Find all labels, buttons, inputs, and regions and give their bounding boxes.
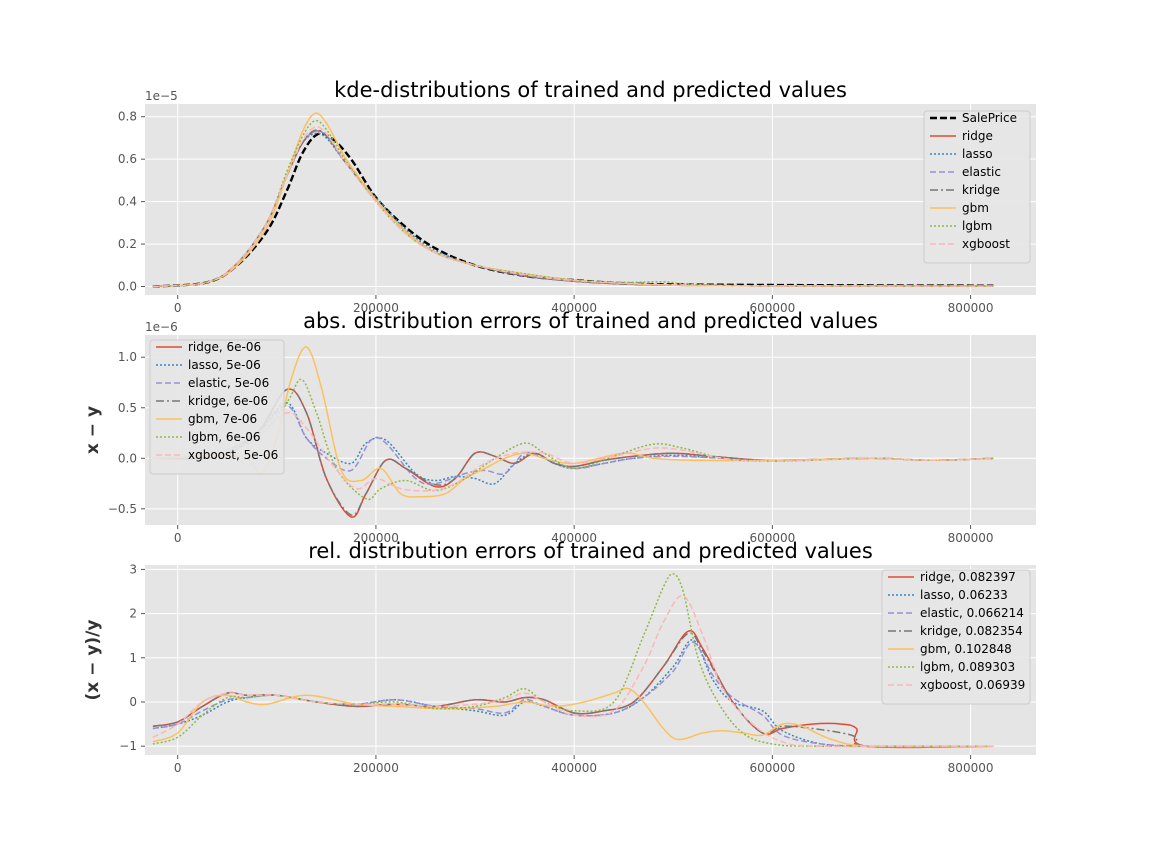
x-tick-label: 800000 (948, 531, 994, 545)
y-tick-label: 1 (129, 651, 137, 665)
series-line-2 (152, 404, 994, 485)
x-tick-label: 800000 (948, 301, 994, 315)
x-tick-label: 200000 (353, 301, 399, 315)
y-axis-label: (x − y)/y (83, 620, 103, 701)
legend-label: ridge (962, 129, 993, 143)
legend-label: lasso (962, 147, 993, 161)
legend: ridge, 0.082397 lasso, 0.06233 elastic, 0.… (881, 569, 1031, 705)
legend-box (149, 339, 285, 475)
plot-area (145, 104, 1036, 295)
legend-label: xgboost, 5e-06 (188, 448, 278, 462)
legend-label: kridge (962, 183, 1000, 197)
y-tick-label: 0.0 (118, 280, 137, 294)
y-tick-label: 0.2 (118, 237, 137, 251)
legend-label: gbm (962, 201, 989, 215)
y-tick-label: 0.5 (118, 401, 137, 415)
chart-title: abs. distribution errors of trained and … (303, 309, 878, 333)
series-line-5 (152, 378, 994, 501)
legend-label: lgbm (962, 219, 992, 233)
y-tick-label: 0.4 (118, 195, 137, 209)
y-tick-label: −1 (119, 739, 137, 753)
legend-label: gbm, 0.102848 (920, 642, 1012, 656)
y-tick-label: 1.0 (118, 350, 137, 364)
series-line-3 (152, 388, 994, 516)
subplot-3: 0 200000 400000 600000 800000 −1 0 1 2 3 rel. dist… (83, 539, 1036, 775)
x-tick-label: 800000 (948, 761, 994, 775)
y-tick-label: 0 (129, 695, 137, 709)
legend-label: elastic, 5e-06 (188, 376, 269, 390)
legend-label: ridge, 6e-06 (188, 340, 261, 354)
subplot-2: 0 200000 400000 600000 800000 −0.5 0.0 0.5 1.0 1e… (83, 309, 1036, 545)
subplot-1: 0 200000 400000 600000 800000 0.0 0.2 0.4 0.6 0.8… (118, 78, 1036, 315)
x-tick-label: 600000 (749, 531, 795, 545)
x-tick-label: 600000 (749, 301, 795, 315)
x-tick-label: 200000 (353, 761, 399, 775)
legend-label: lgbm, 6e-06 (188, 430, 261, 444)
x-tick-label: 400000 (551, 301, 597, 315)
legend-box (881, 569, 1031, 705)
plot-area (145, 335, 1036, 525)
legend-label: lasso, 5e-06 (188, 358, 261, 372)
x-tick-label: 400000 (551, 761, 597, 775)
legend-label: kridge, 6e-06 (188, 394, 268, 408)
y-tick-label: 0.0 (118, 451, 137, 465)
y-tick-label: 2 (129, 607, 137, 621)
x-tick-label: 0 (174, 301, 182, 315)
legend-label: elastic (962, 165, 1001, 179)
legend-label: lgbm, 0.089303 (920, 660, 1015, 674)
y-offset-text: 1e−6 (145, 320, 178, 334)
series-line-7 (152, 126, 994, 288)
y-tick-label: 0.8 (118, 110, 137, 124)
x-tick-label: 200000 (353, 531, 399, 545)
y-axis-label: x − y (83, 406, 103, 454)
y-offset-text: 1e−5 (145, 89, 178, 103)
chart-title: rel. distribution errors of trained and … (308, 539, 873, 563)
legend: ridge, 6e-06 lasso, 5e-06 elastic, 5e-06 kr… (149, 339, 285, 475)
x-tick-label: 0 (174, 531, 182, 545)
y-tick-label: 0.6 (118, 152, 137, 166)
series-line-4 (152, 687, 994, 748)
legend-box (923, 110, 1031, 264)
legend-label: xgboost, 0.06939 (920, 678, 1025, 692)
series-line-6 (152, 411, 994, 492)
x-tick-label: 600000 (749, 761, 795, 775)
legend-label: xgboost (962, 237, 1010, 251)
chart-title: kde-distributions of trained and predict… (334, 78, 847, 102)
series-line-1 (152, 639, 994, 748)
legend-label: gbm, 7e-06 (188, 412, 257, 426)
legend: SalePrice ridge lasso elastic kridge gbm lgbm x… (923, 110, 1031, 264)
y-tick-label: −0.5 (108, 502, 137, 516)
legend-label: ridge, 0.082397 (920, 570, 1016, 584)
legend-label: elastic, 0.066214 (920, 606, 1024, 620)
legend-label: SalePrice (962, 111, 1017, 125)
series-line-6 (152, 595, 994, 748)
x-tick-label: 0 (174, 761, 182, 775)
y-tick-label: 3 (129, 562, 137, 576)
series-line-5 (152, 112, 994, 288)
legend-label: kridge, 0.082354 (920, 624, 1023, 638)
series-line-3 (152, 632, 994, 748)
legend-label: lasso, 0.06233 (920, 588, 1008, 602)
x-tick-label: 400000 (551, 531, 597, 545)
